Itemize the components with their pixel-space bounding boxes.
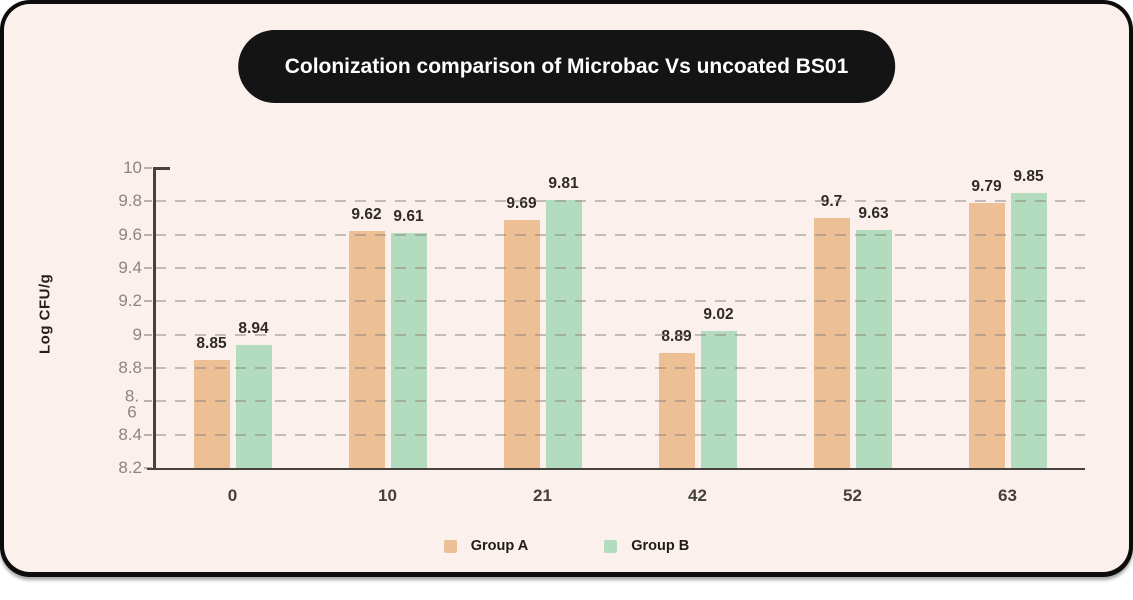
- x-tick-label: 10: [378, 486, 397, 505]
- y-axis-title: Log CFU/g: [36, 273, 54, 355]
- y-tick-label: 8.8: [118, 358, 142, 377]
- y-axis-tick-mark: [144, 433, 152, 436]
- x-axis-line: [147, 467, 1085, 470]
- bar-slot-group-b: 9.85: [1010, 168, 1047, 468]
- category-group: 8.89 9.02: [620, 168, 775, 468]
- x-tick-label: 21: [533, 486, 552, 505]
- y-tick-label: 9.8: [118, 191, 142, 211]
- bar-group-a[interactable]: [813, 218, 850, 468]
- legend-item-group-a[interactable]: Group A: [443, 538, 529, 554]
- y-axis-tick-mark: [144, 333, 152, 336]
- bar-value-label: 9.85: [1013, 168, 1044, 185]
- gridline: [155, 200, 1085, 203]
- category-group: 9.7 9.63: [775, 168, 930, 468]
- y-tick-label: 9.4: [118, 258, 142, 277]
- x-axis-ticks: 0 10 21 42 52 63: [155, 486, 1085, 506]
- chart-title-pill: Colonization comparison of Microbac Vs u…: [237, 30, 896, 103]
- gridline: [155, 233, 1085, 236]
- y-tick-label: 8.6: [124, 387, 140, 423]
- y-axis-tick-mark: [144, 233, 152, 236]
- x-tick-label: 0: [227, 486, 238, 505]
- y-tick-label: 8.4: [118, 424, 142, 444]
- category-group: 9.69 9.81: [465, 168, 620, 468]
- legend-label: Group A: [470, 538, 529, 554]
- bar-slot-group-b: 9.61: [390, 168, 427, 468]
- bar-group-b[interactable]: [390, 233, 427, 468]
- bar-value-label: 8.94: [238, 319, 269, 337]
- bar-group-b[interactable]: [1010, 193, 1047, 468]
- bar-slot-group-a: 9.69: [503, 168, 540, 468]
- bar-group-b[interactable]: [235, 344, 272, 468]
- bar-value-label: 9.81: [548, 174, 579, 192]
- y-axis-top-tick: [153, 167, 170, 170]
- x-tick-label: 52: [843, 486, 862, 505]
- gridline: [155, 366, 1085, 369]
- bar-value-label: 9.61: [393, 208, 424, 225]
- bar-group-a[interactable]: [348, 231, 385, 468]
- bar-slot-group-a: 9.7: [813, 168, 850, 468]
- window-frame: Colonization comparison of Microbac Vs u…: [0, 0, 1133, 577]
- bar-slot-group-b: 9.02: [700, 168, 737, 468]
- legend-swatch-group-a: [443, 539, 457, 553]
- x-tick-label: 42: [688, 486, 707, 505]
- bar-group-b[interactable]: [855, 229, 892, 468]
- bar-slot-group-a: 8.89: [658, 168, 695, 468]
- plot-area: 8.858.949.629.619.699.818.899.029.79.639…: [118, 158, 1085, 477]
- y-tick-label: 9.6: [118, 224, 142, 244]
- gridline: [155, 266, 1085, 269]
- bar-group-a[interactable]: [193, 359, 230, 468]
- gridline: [155, 433, 1085, 436]
- bar-value-label: 9.79: [971, 178, 1002, 195]
- bar-value-label: 9.69: [506, 194, 537, 212]
- y-tick-label: 9: [132, 324, 142, 344]
- bar-slot-group-b: 9.81: [545, 168, 582, 468]
- legend: Group A Group B: [4, 538, 1129, 554]
- legend-label: Group B: [631, 538, 690, 554]
- bar-value-label: 9.63: [858, 204, 889, 222]
- bar-slot-group-b: 8.94: [235, 168, 272, 468]
- y-axis-line: [153, 168, 156, 470]
- category-group: 9.79 9.85: [930, 168, 1085, 468]
- bar-value-label: 8.89: [661, 328, 692, 345]
- y-axis-tick-mark: [144, 366, 152, 369]
- gridline: [155, 333, 1085, 336]
- bar-group-a[interactable]: [503, 219, 540, 468]
- y-tick-label: 8.2: [118, 458, 142, 477]
- y-tick-label: 10: [123, 158, 142, 177]
- y-axis-tick-mark: [144, 400, 152, 403]
- category-group: 9.62 9.61: [310, 168, 465, 468]
- gridline: [155, 300, 1085, 303]
- y-axis-tick-mark: [144, 300, 152, 303]
- y-tick-label: 9.2: [118, 291, 142, 311]
- bar-value-label: 9.02: [703, 306, 734, 324]
- bar-groups: 8.858.949.629.619.699.818.899.029.79.639…: [155, 168, 1085, 468]
- y-axis-tick-mark: [144, 266, 152, 269]
- y-axis-tick-mark: [144, 167, 152, 169]
- legend-item-group-b[interactable]: Group B: [604, 538, 689, 554]
- gridline: [155, 400, 1085, 403]
- category-group: 8.85 8.94: [155, 168, 310, 468]
- bar-value-label: 9.62: [351, 206, 382, 224]
- y-axis-tick-mark: [144, 200, 152, 203]
- bar-slot-group-a: 9.79: [968, 168, 1005, 468]
- x-tick-label: 63: [998, 486, 1017, 505]
- bar-slot-group-b: 9.63: [855, 168, 892, 468]
- bar-group-b[interactable]: [700, 331, 737, 468]
- bar-group-a[interactable]: [658, 353, 695, 468]
- bar-slot-group-a: 8.85: [193, 168, 230, 468]
- chart-card: Colonization comparison of Microbac Vs u…: [4, 4, 1129, 572]
- chart-title: Colonization comparison of Microbac Vs u…: [284, 55, 849, 78]
- legend-swatch-group-b: [604, 539, 618, 553]
- bar-slot-group-a: 9.62: [348, 168, 385, 468]
- bar-value-label: 8.85: [196, 334, 227, 352]
